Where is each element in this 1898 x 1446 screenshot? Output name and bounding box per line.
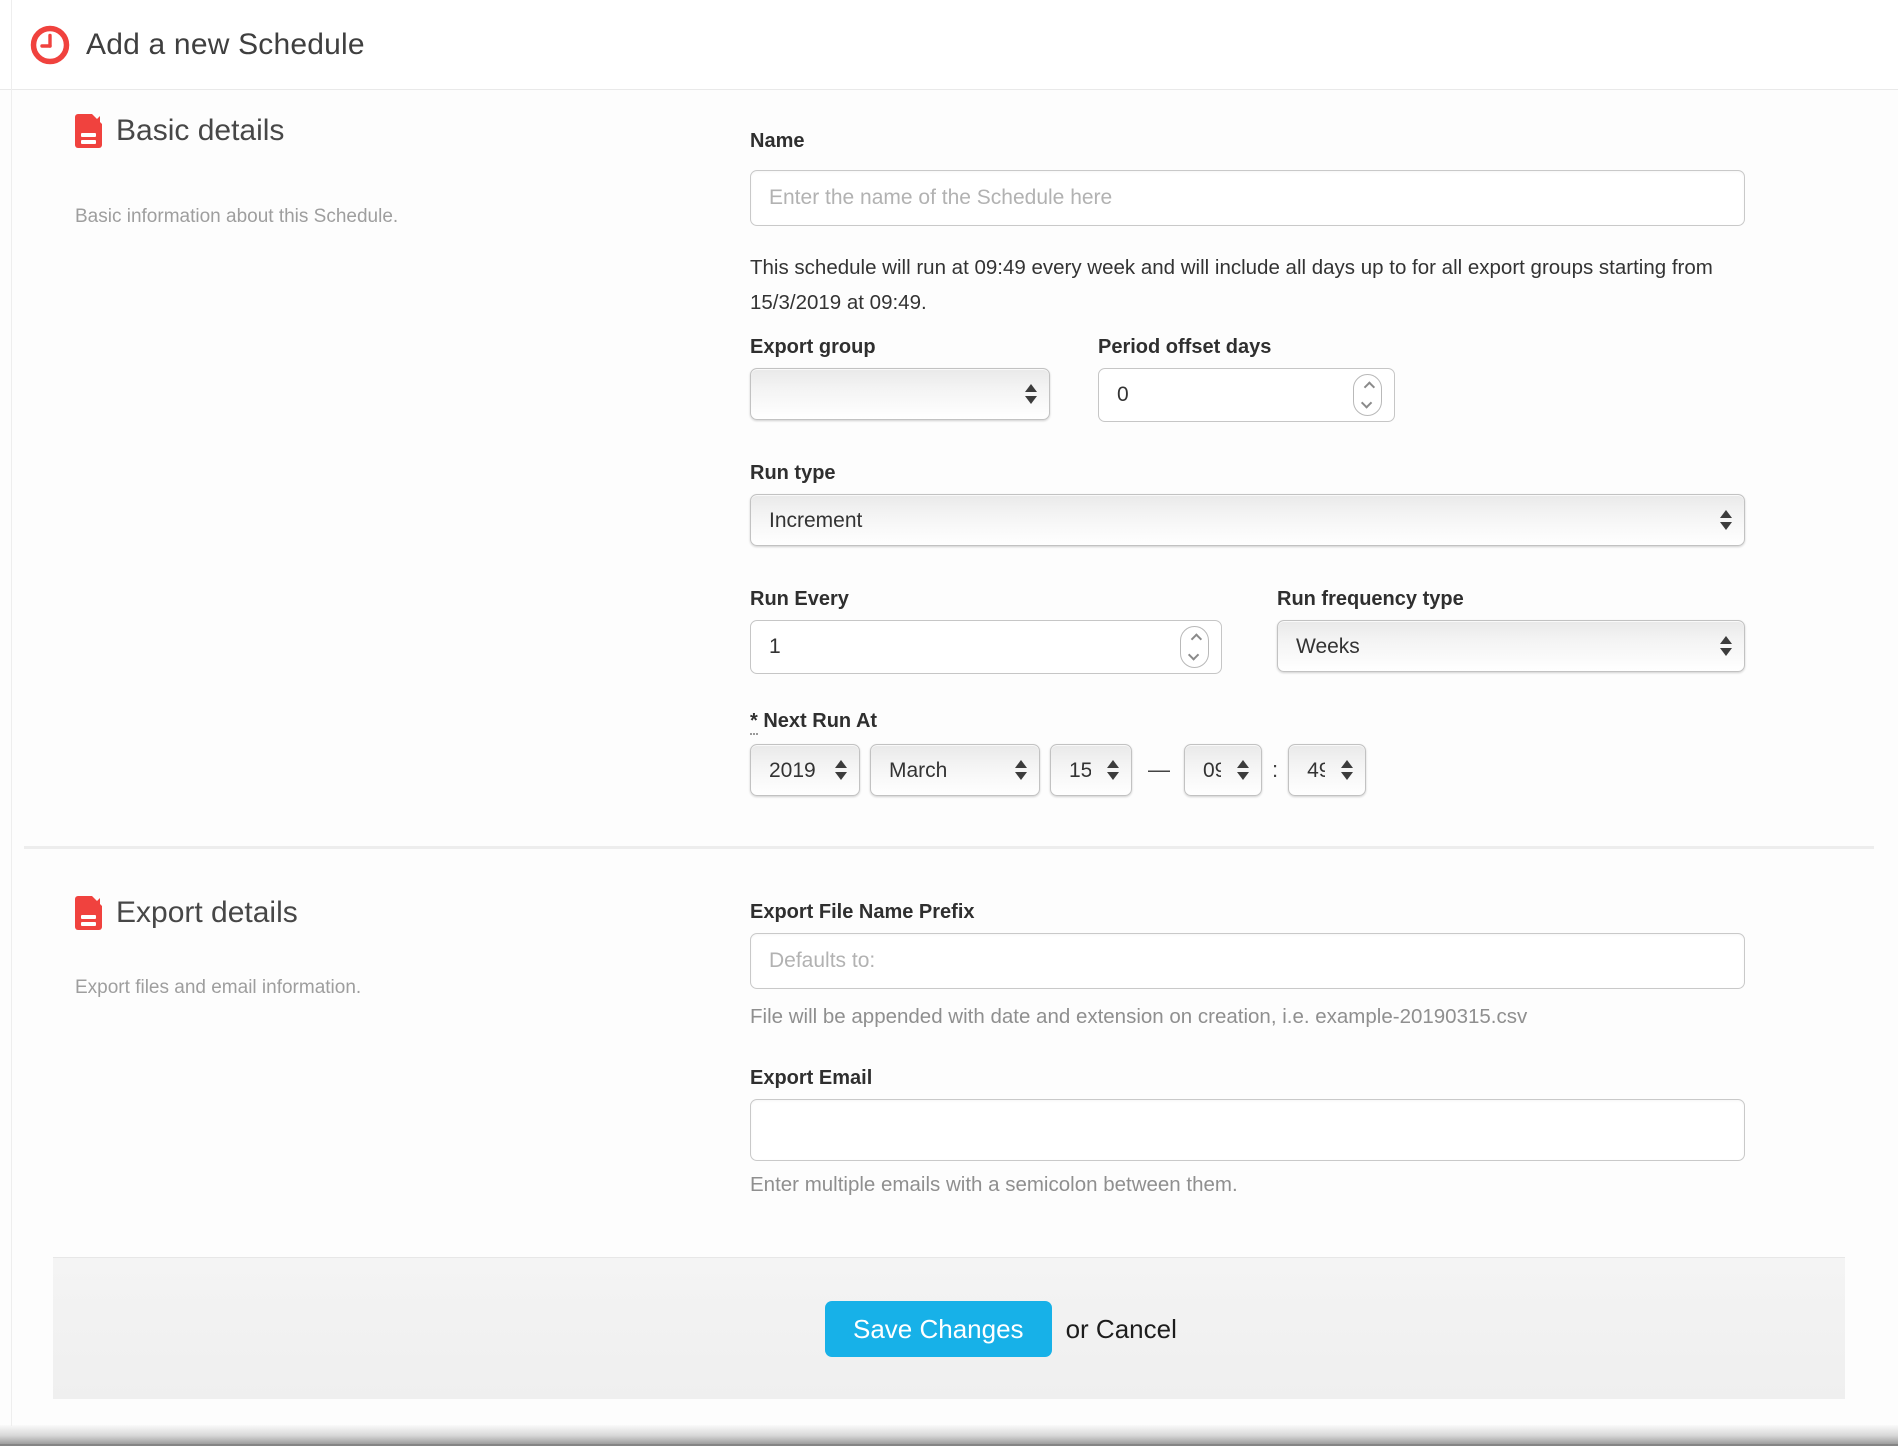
name-input[interactable] (750, 170, 1745, 226)
section-heading: Basic details (116, 114, 285, 147)
export-group-label: Export group (750, 336, 876, 358)
save-changes-button[interactable]: Save Changes (825, 1301, 1052, 1357)
section-description: Basic information about this Schedule. (75, 206, 399, 227)
or-cancel-text: or Cancel (1065, 1314, 1177, 1344)
page-header: Add a new Schedule (0, 0, 1898, 90)
date-time-separator: — (1148, 757, 1170, 782)
basic-details-section: Basic details Basic information about th… (0, 90, 1898, 846)
name-label: Name (750, 130, 805, 152)
number-stepper[interactable] (1353, 374, 1382, 416)
bottom-edge-strip (0, 1425, 1898, 1446)
run-frequency-label: Run frequency type (1277, 588, 1464, 610)
number-stepper[interactable] (1180, 626, 1209, 668)
period-offset-label: Period offset days (1098, 336, 1272, 358)
export-email-help: Enter multiple emails with a semicolon b… (750, 1173, 1238, 1196)
section-heading: Export details (116, 896, 298, 929)
document-icon (75, 895, 103, 930)
next-run-hour-select[interactable]: 09 (1184, 744, 1262, 796)
file-prefix-label: Export File Name Prefix (750, 901, 975, 923)
run-frequency-select[interactable]: Weeks (1277, 620, 1745, 672)
next-run-month-select[interactable]: March (870, 744, 1040, 796)
clock-icon (30, 25, 70, 65)
document-icon (75, 113, 103, 148)
export-details-fields: Export File Name Prefix File will be app… (750, 849, 1745, 1197)
export-details-section: Export details Export files and email in… (0, 849, 1898, 1257)
required-star: * (750, 710, 758, 735)
next-run-minute-select[interactable]: 49 (1288, 744, 1367, 796)
cancel-link[interactable]: Cancel (1095, 1314, 1177, 1344)
next-run-day-select[interactable]: 15 (1050, 744, 1132, 796)
run-every-input[interactable] (750, 620, 1222, 674)
period-offset-input[interactable] (1098, 368, 1395, 422)
basic-details-fields: Name This schedule will run at 09:49 eve… (750, 114, 1745, 796)
section-description: Export files and email information. (75, 977, 362, 998)
basic-details-aside: Basic details Basic information about th… (0, 113, 750, 796)
section-divider (24, 846, 1874, 849)
next-run-at-label: * Next Run At (750, 706, 1745, 736)
run-type-select[interactable]: Increment (750, 494, 1745, 546)
export-details-aside: Export details Export files and email in… (0, 849, 750, 1197)
export-email-label: Export Email (750, 1067, 873, 1089)
run-every-label: Run Every (750, 588, 849, 610)
next-run-date-row: 2019 March 15 — (750, 744, 1745, 796)
form-actions-bar: Save Changes or Cancel (53, 1257, 1845, 1399)
export-email-input[interactable] (750, 1099, 1745, 1161)
file-prefix-help: File will be appended with date and exte… (750, 1005, 1528, 1028)
time-separator: : (1272, 757, 1279, 782)
schedule-summary-text: This schedule will run at 09:49 every we… (750, 256, 1713, 314)
run-type-label: Run type (750, 462, 836, 484)
file-prefix-input[interactable] (750, 933, 1745, 989)
page-title: Add a new Schedule (86, 27, 365, 61)
next-run-year-select[interactable]: 2019 (750, 744, 860, 796)
export-group-select[interactable] (750, 368, 1050, 420)
